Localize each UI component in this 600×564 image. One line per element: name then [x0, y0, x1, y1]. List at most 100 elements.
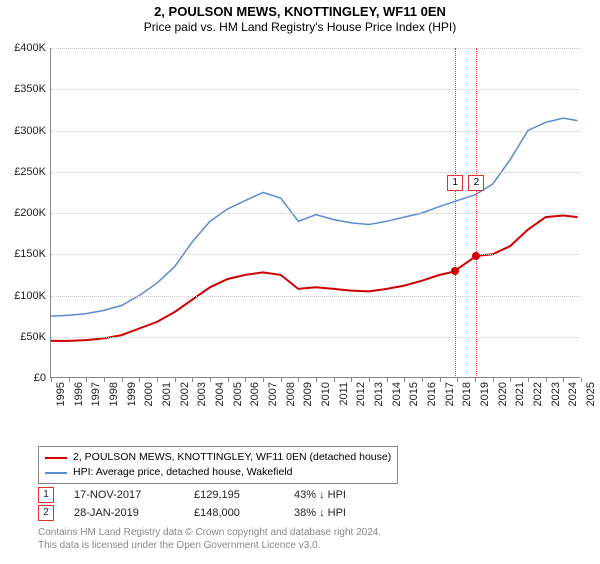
x-tick — [369, 378, 370, 382]
x-tick — [457, 378, 458, 382]
x-tick — [316, 378, 317, 382]
x-tick — [528, 378, 529, 382]
x-tick — [334, 378, 335, 382]
y-axis-label: £50K — [20, 331, 46, 343]
x-axis-label: 2012 — [355, 382, 367, 406]
y-axis-label: £0 — [34, 372, 46, 384]
x-tick — [563, 378, 564, 382]
legend-box: 2, POULSON MEWS, KNOTTINGLEY, WF11 0EN (… — [38, 446, 398, 484]
y-axis-label: £100K — [14, 290, 46, 302]
footer-line-2: This data is licensed under the Open Gov… — [38, 539, 381, 552]
x-axis-label: 2014 — [391, 382, 403, 406]
gridline — [51, 131, 581, 132]
legend-row: HPI: Average price, detached house, Wake… — [45, 465, 391, 480]
chart-subtitle: Price paid vs. HM Land Registry's House … — [0, 20, 600, 34]
x-axis-label: 2000 — [143, 382, 155, 406]
x-axis-label: 2016 — [426, 382, 438, 406]
sale-marker-label: 2 — [468, 175, 484, 191]
y-axis-label: £350K — [14, 83, 46, 95]
plot-region: £0£50K£100K£150K£200K£250K£300K£350K£400… — [50, 48, 580, 378]
legend-swatch — [45, 472, 67, 474]
x-axis-label: 2008 — [285, 382, 297, 406]
x-tick — [175, 378, 176, 382]
x-axis-label: 1995 — [55, 382, 67, 406]
gridline — [51, 337, 581, 338]
x-tick — [86, 378, 87, 382]
x-tick — [69, 378, 70, 382]
x-axis-label: 2020 — [497, 382, 509, 406]
x-axis-label: 1999 — [126, 382, 138, 406]
legend-label: 2, POULSON MEWS, KNOTTINGLEY, WF11 0EN (… — [73, 450, 391, 465]
footer-attribution: Contains HM Land Registry data © Crown c… — [38, 526, 381, 552]
x-axis-label: 2006 — [249, 382, 261, 406]
x-axis-label: 2002 — [179, 382, 191, 406]
x-axis-label: 2022 — [532, 382, 544, 406]
gridline — [51, 172, 581, 173]
legend-label: HPI: Average price, detached house, Wake… — [73, 465, 292, 480]
x-tick — [387, 378, 388, 382]
x-axis-label: 2005 — [232, 382, 244, 406]
y-axis-label: £250K — [14, 166, 46, 178]
y-axis-label: £400K — [14, 42, 46, 54]
x-axis-label: 1996 — [73, 382, 85, 406]
sale-pct-vs-hpi: 43% ↓ HPI — [294, 489, 404, 501]
legend-row: 2, POULSON MEWS, KNOTTINGLEY, WF11 0EN (… — [45, 450, 391, 465]
x-axis-label: 1998 — [108, 382, 120, 406]
x-axis-label: 2021 — [514, 382, 526, 406]
sale-date: 28-JAN-2019 — [74, 507, 194, 519]
sale-dot — [451, 267, 459, 275]
sale-date: 17-NOV-2017 — [74, 489, 194, 501]
x-tick — [245, 378, 246, 382]
sale-marker-line — [455, 48, 456, 378]
x-tick — [298, 378, 299, 382]
x-tick — [281, 378, 282, 382]
x-axis-label: 2018 — [461, 382, 473, 406]
x-axis-label: 2003 — [196, 382, 208, 406]
x-tick — [139, 378, 140, 382]
x-axis-label: 2013 — [373, 382, 385, 406]
x-axis-label: 2017 — [444, 382, 456, 406]
x-tick — [493, 378, 494, 382]
legend-swatch — [45, 457, 67, 459]
x-axis-label: 2009 — [302, 382, 314, 406]
y-axis-label: £200K — [14, 207, 46, 219]
y-axis-label: £150K — [14, 248, 46, 260]
x-axis-label: 2007 — [267, 382, 279, 406]
x-axis-label: 2024 — [567, 382, 579, 406]
x-tick — [263, 378, 264, 382]
x-tick — [422, 378, 423, 382]
x-axis-label: 2010 — [320, 382, 332, 406]
chart-title: 2, POULSON MEWS, KNOTTINGLEY, WF11 0EN — [0, 4, 600, 19]
sale-price: £148,000 — [194, 507, 294, 519]
x-tick — [228, 378, 229, 382]
x-axis-label: 2011 — [338, 382, 350, 406]
x-axis-label: 2001 — [161, 382, 173, 406]
x-tick — [404, 378, 405, 382]
x-tick — [546, 378, 547, 382]
sale-row: 117-NOV-2017£129,19543% ↓ HPI — [38, 486, 404, 504]
gridline — [51, 254, 581, 255]
x-tick — [51, 378, 52, 382]
footer-line-1: Contains HM Land Registry data © Crown c… — [38, 526, 381, 539]
x-tick — [104, 378, 105, 382]
x-tick — [210, 378, 211, 382]
x-tick — [122, 378, 123, 382]
x-tick — [440, 378, 441, 382]
chart-area: £0£50K£100K£150K£200K£250K£300K£350K£400… — [50, 48, 580, 408]
sale-number: 2 — [38, 505, 54, 521]
sale-marker-line — [476, 48, 477, 378]
series-line-hpi — [51, 118, 578, 316]
x-tick — [192, 378, 193, 382]
x-tick — [475, 378, 476, 382]
x-axis-label: 1997 — [90, 382, 102, 406]
gridline — [51, 213, 581, 214]
x-tick — [351, 378, 352, 382]
x-axis-label: 2025 — [585, 382, 597, 406]
x-tick — [157, 378, 158, 382]
chart-container: 2, POULSON MEWS, KNOTTINGLEY, WF11 0EN P… — [0, 4, 600, 564]
gridline — [51, 296, 581, 297]
sale-dot — [472, 252, 480, 260]
sales-table: 117-NOV-2017£129,19543% ↓ HPI2 28-JAN-201… — [38, 486, 404, 522]
x-tick — [581, 378, 582, 382]
x-axis-label: 2004 — [214, 382, 226, 406]
